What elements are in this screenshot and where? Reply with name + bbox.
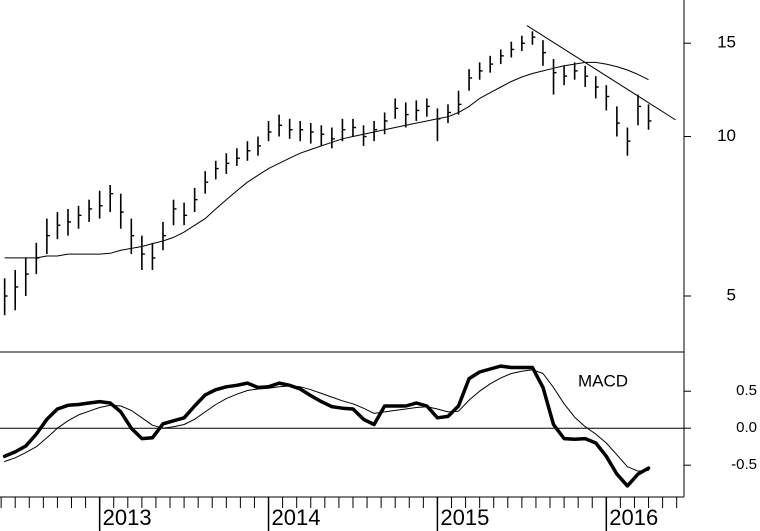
y-tick-label: 0.0 — [736, 419, 757, 436]
x-tick-label: 2016 — [609, 505, 658, 530]
macd-line — [4, 369, 649, 472]
macd-title: MACD — [578, 371, 628, 390]
x-tick-label: 2015 — [440, 505, 489, 530]
y-tick-label: 15 — [717, 33, 736, 52]
y-tick-label: 10 — [717, 126, 736, 145]
x-tick-label: 2014 — [272, 505, 321, 530]
y-tick-label: 5 — [727, 285, 736, 304]
y-tick-label: -0.5 — [731, 456, 757, 473]
macd-line — [2, 364, 651, 488]
y-tick-label: 0.5 — [736, 382, 757, 399]
trendline — [526, 25, 676, 121]
x-tick-label: 2013 — [103, 505, 152, 530]
moving-average — [4, 61, 649, 259]
